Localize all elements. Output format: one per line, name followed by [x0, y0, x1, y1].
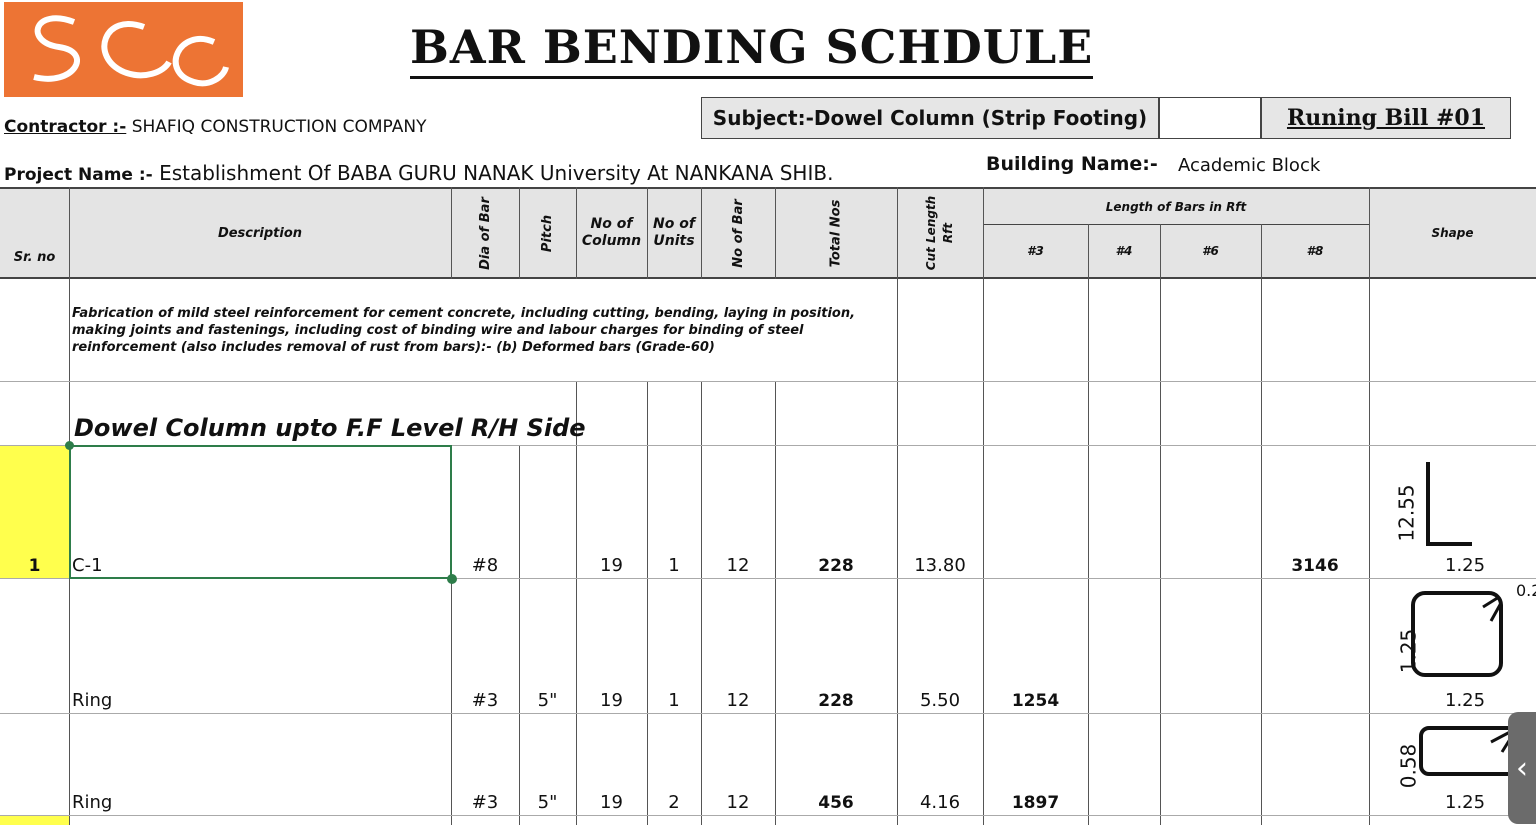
row-2-pitch[interactable]: 5" — [537, 690, 558, 711]
row-3-pitch[interactable]: 5" — [537, 792, 558, 813]
contractor-label: Contractor :- — [4, 117, 127, 137]
chevron-left-icon: ‹ — [1516, 750, 1528, 786]
shape-L-icon: 12.55 1.25 — [1370, 446, 1536, 578]
row-1-units[interactable]: 1 — [668, 555, 680, 576]
header-l4: #4 — [1115, 244, 1133, 258]
highlighted-cell-bottom — [0, 816, 69, 825]
shape-vertical-dim: 12.55 — [1394, 484, 1419, 542]
row-3-l3[interactable]: 1897 — [1011, 793, 1060, 813]
subject-box: Subject:-Dowel Column (Strip Footing) — [701, 97, 1159, 139]
header-pitch: Pitch — [539, 214, 555, 252]
header-description: Description — [217, 225, 303, 241]
row-1-cols[interactable]: 19 — [600, 555, 623, 576]
page-title: BAR BENDING SCHDULE — [410, 18, 1094, 79]
header-total: Total Nos — [828, 199, 844, 267]
header-length-group: Length of Bars in Rft — [1105, 199, 1247, 214]
building-value: Academic Block — [1178, 155, 1321, 176]
header-shape: Shape — [1431, 225, 1474, 240]
highlighted-cell[interactable] — [0, 446, 69, 578]
header-no-bar: No of Bar — [730, 198, 746, 268]
header-l6: #6 — [1202, 244, 1219, 258]
shape-horizontal-dim: 1.25 — [1445, 690, 1486, 711]
bill-box: Runing Bill #01 — [1261, 97, 1511, 139]
item-description: Fabrication of mild steel reinforcement … — [72, 306, 856, 355]
project-label: Project Name :- — [4, 165, 153, 185]
row-3-bars[interactable]: 12 — [726, 792, 750, 813]
blank-box — [1159, 97, 1261, 139]
header-no-units: No of Units — [653, 216, 695, 249]
row-3-dia[interactable]: #3 — [471, 792, 499, 813]
selection-handle-top[interactable] — [65, 441, 74, 450]
header-l3: #3 — [1027, 244, 1044, 258]
side-panel-toggle[interactable]: ‹ — [1508, 712, 1536, 824]
shape-vertical-dim: 1.25 — [1396, 628, 1421, 674]
header-sr: Sr. no — [13, 249, 56, 265]
selected-cell[interactable] — [69, 445, 452, 579]
row-2-dia[interactable]: #3 — [471, 690, 499, 711]
selection-handle-bottom[interactable] — [447, 574, 457, 584]
shape-square-icon: 1.25 1.25 0.2 — [1370, 579, 1536, 713]
row-1-cut[interactable]: 13.80 — [914, 555, 966, 576]
shape-vertical-dim: 0.58 — [1396, 743, 1421, 789]
row-1-total[interactable]: 228 — [818, 556, 854, 576]
row-3-cols[interactable]: 19 — [600, 792, 623, 813]
row-3-units[interactable]: 2 — [668, 792, 680, 813]
row-1-bars[interactable]: 12 — [726, 555, 750, 576]
row-2-cut[interactable]: 5.50 — [919, 690, 961, 711]
project-line: Project Name :- Establishment Of BABA GU… — [4, 161, 833, 185]
shape-horizontal-dim: 1.25 — [1445, 555, 1486, 576]
row-1-dia[interactable]: #8 — [471, 555, 499, 576]
row-1-sr[interactable]: 1 — [28, 556, 41, 576]
contractor-line: Contractor :- SHAFIQ CONSTRUCTION COMPAN… — [4, 117, 426, 137]
row-2-units[interactable]: 1 — [668, 690, 680, 711]
row-3-total[interactable]: 456 — [818, 793, 854, 813]
row-3-cut[interactable]: 4.16 — [919, 792, 961, 813]
row-2-total[interactable]: 228 — [818, 691, 854, 711]
row-3-desc[interactable]: Ring — [72, 792, 113, 813]
row-2-desc[interactable]: Ring — [72, 690, 113, 711]
contractor-value: SHAFIQ CONSTRUCTION COMPANY — [131, 117, 427, 137]
shape-hook-dim: 0.2 — [1516, 581, 1536, 600]
row-2-l3[interactable]: 1254 — [1011, 691, 1060, 711]
building-label: Building Name:- — [986, 153, 1158, 175]
row-2-bars[interactable]: 12 — [726, 690, 750, 711]
table-header — [0, 187, 1536, 279]
header-no-column: No of Column — [581, 216, 642, 249]
header-cut-length: Cut Length Rft — [924, 195, 955, 271]
row-1-l8[interactable]: 3146 — [1291, 556, 1339, 576]
company-logo — [4, 2, 243, 97]
row-1-desc[interactable]: C-1 — [72, 555, 103, 576]
project-value: Establishment Of BABA GURU NANAK Univers… — [159, 161, 834, 185]
shape-horizontal-dim: 1.25 — [1445, 792, 1486, 813]
header-dia: Dia of Bar — [477, 196, 493, 270]
section-title: Dowel Column upto F.F Level R/H Side — [74, 414, 586, 442]
row-2-cols[interactable]: 19 — [600, 690, 623, 711]
header-l8: #8 — [1306, 244, 1324, 258]
